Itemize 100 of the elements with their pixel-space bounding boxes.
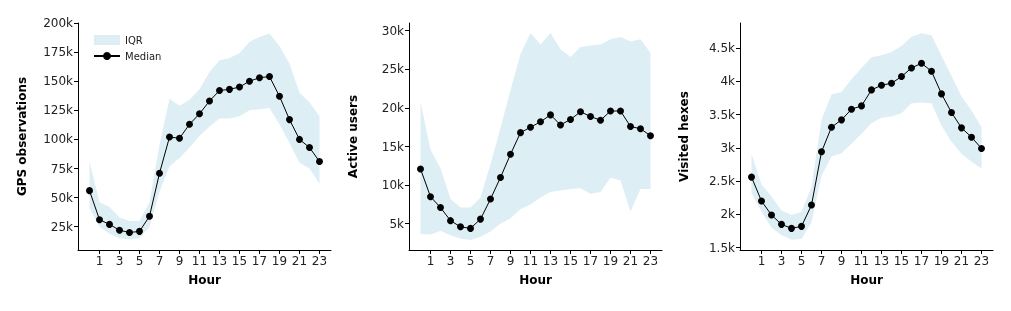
x-tick-label: 19 [933,254,950,268]
point [166,133,173,141]
point [286,116,293,124]
point [517,129,524,137]
point [948,109,955,117]
x-tick-label: 23 [311,254,328,268]
x-tick-label: 9 [506,254,515,268]
point [116,226,123,234]
point [958,124,965,132]
x-tick-label: 17 [913,254,930,268]
x-tick-label: 11 [522,254,539,268]
point [216,87,223,95]
point [417,165,424,173]
y-tick-label: 1.5k [708,240,736,255]
point [828,123,835,131]
point [236,83,243,91]
point [848,105,855,113]
legend-label: Median [125,50,162,62]
y-tick-label: 4k [720,74,736,89]
point [296,135,303,143]
y-tick-label: 20k [381,100,405,115]
point [567,116,574,124]
point [547,111,554,119]
x-tick-label: 5 [466,254,475,268]
x-tick-label: 19 [602,254,619,268]
x-tick-label: 7 [486,254,495,268]
y-tick-label: 2.5k [708,174,736,189]
x-tick-label: 5 [135,254,144,268]
point [898,73,905,81]
point [918,59,925,67]
point [106,220,113,228]
y-tick-label: 50k [50,190,74,205]
x-tick-label: 21 [622,254,639,268]
x-tick-label: 15 [893,254,910,268]
point [627,122,634,130]
point [276,92,283,100]
point [427,193,434,201]
point [447,217,454,225]
x-axis-title: Hour [519,273,552,287]
x-tick-label: 11 [853,254,870,268]
point [527,123,534,131]
y-tick-label: 75k [50,161,74,176]
x-tick-label: 5 [797,254,806,268]
y-tick-label: 4.5k [708,40,736,55]
y-axis-title: GPS observations [15,76,29,197]
point [256,74,263,82]
x-tick-label: 3 [446,254,455,268]
y-tick-label: 30k [381,23,405,38]
y-tick-label: 2k [720,207,736,222]
point [266,73,273,81]
point [186,120,193,128]
point [758,197,765,205]
y-tick-label: 15k [381,139,405,154]
point [587,112,594,120]
point [968,133,975,141]
point [316,158,323,166]
y-tick-label: 150k [43,74,74,89]
y-tick-label: 3.5k [708,107,736,122]
y-tick-label: 125k [43,103,74,118]
point [306,144,313,152]
point [457,223,464,231]
x-tick-label: 15 [231,254,248,268]
point [96,216,103,224]
point [748,173,755,181]
point [577,108,584,116]
point [136,227,143,235]
point [176,134,183,142]
point [808,201,815,209]
x-tick-label: 3 [115,254,124,268]
y-tick-label: 3k [720,140,736,155]
y-tick-label: 175k [43,45,74,60]
x-tick-label: 9 [837,254,846,268]
point [908,64,915,72]
point [878,81,885,89]
y-tick-label: 10k [381,178,405,193]
point [617,107,624,115]
x-tick-label: 9 [175,254,184,268]
point [838,116,845,124]
point [497,173,504,181]
point [928,67,935,75]
point [146,212,153,220]
point [978,144,985,152]
x-tick-label: 23 [642,254,659,268]
point [768,211,775,219]
point [477,215,484,223]
point [647,132,654,140]
x-tick-label: 7 [817,254,826,268]
y-axis-title: Visited hexes [677,91,691,182]
point [507,150,514,158]
x-tick-label: 1 [95,254,104,268]
point [156,169,163,177]
x-tick-label: 3 [777,254,786,268]
x-tick-label: 17 [582,254,599,268]
y-tick-label: 25k [50,219,74,234]
x-tick-label: 19 [271,254,288,268]
x-tick-label: 21 [953,254,970,268]
x-tick-label: 21 [291,254,308,268]
x-tick-label: 11 [191,254,208,268]
x-tick-label: 1 [757,254,766,268]
point [437,204,444,212]
